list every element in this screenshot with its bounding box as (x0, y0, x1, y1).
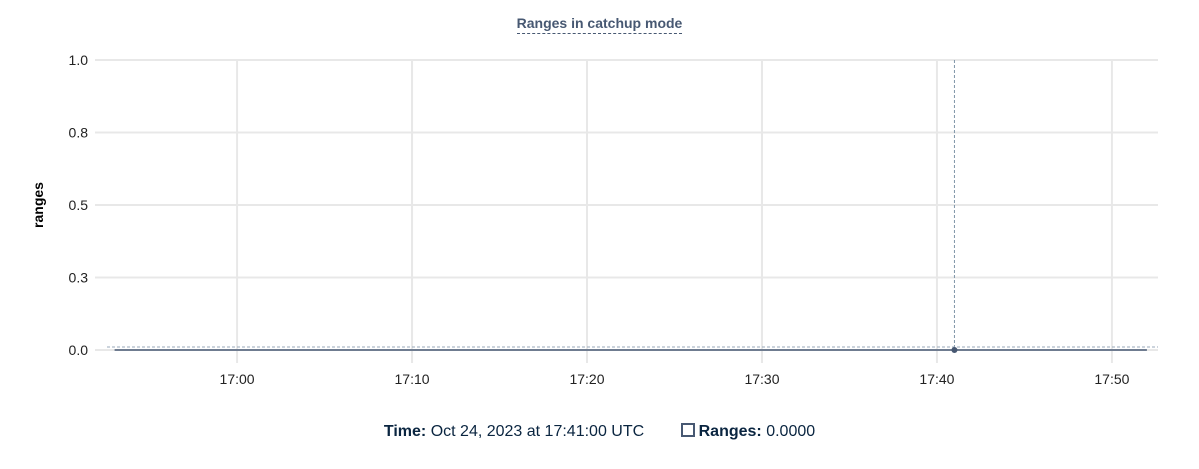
hover-point (951, 347, 958, 353)
x-tick-label: 17:30 (744, 371, 779, 387)
y-tick-label: 0.8 (69, 125, 89, 141)
y-axis-label: ranges (30, 182, 46, 228)
y-tick-label: 0.5 (69, 197, 89, 213)
x-tick-label: 17:10 (395, 371, 430, 387)
chart-title-text[interactable]: Ranges in catchup mode (516, 15, 683, 34)
hover-legend: Time: Oct 24, 2023 at 17:41:00 UTC Range… (0, 423, 1199, 441)
time-label: Time: (383, 423, 427, 440)
chart-title[interactable]: Ranges in catchup mode (0, 15, 1199, 34)
y-tick-label: 0.3 (69, 270, 89, 286)
x-tick-label: 17:40 (919, 371, 954, 387)
y-tick-label: 1.0 (69, 52, 89, 68)
x-tick-label: 17:20 (569, 371, 604, 387)
series-label: Ranges: (698, 423, 762, 440)
time-value: Oct 24, 2023 at 17:41:00 UTC (430, 423, 645, 440)
series-checkbox[interactable] (680, 423, 695, 437)
x-tick-label: 17:00 (220, 371, 255, 387)
y-tick-label: 0.0 (69, 342, 89, 358)
x-tick-label: 17:50 (1094, 371, 1129, 387)
line-chart: 0.0 0.3 0.5 0.8 1.0 17:00 17:10 17:20 17:30 17:4… (30, 52, 1158, 387)
series-value: 0.0000 (766, 423, 816, 440)
